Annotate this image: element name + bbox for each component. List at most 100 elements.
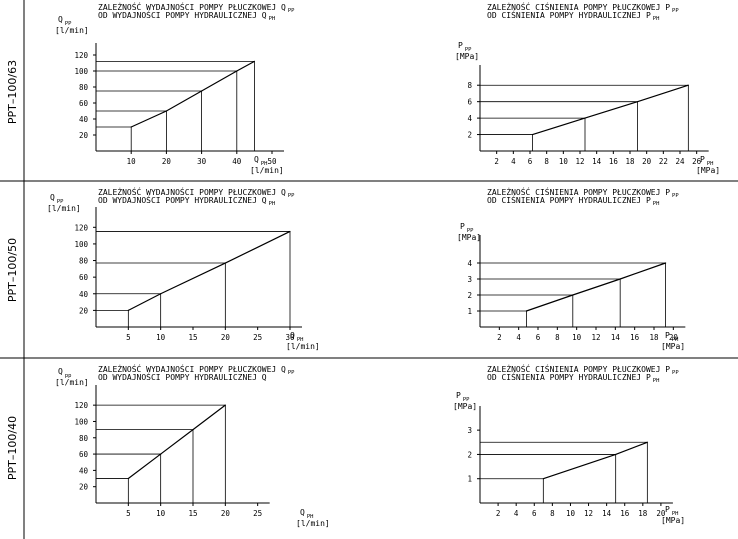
chart-title-line: OD CIŚNIENIA POMPY HYDRAULICZNEJ P PH — [487, 371, 659, 384]
x-tick-label: 12 — [584, 509, 593, 518]
y-axis-unit: [l/min] — [55, 378, 89, 387]
chart-pressure-1: ZALEŻNOŚĆ CIŚNIENIA POMPY PŁUCZKOWEJ P PP… — [457, 186, 686, 351]
x-tick-label: 22 — [659, 157, 668, 166]
chart-title-line: ZALEŻNOŚĆ CIŚNIENIA POMPY PŁUCZKOWEJ P PP — [487, 186, 679, 199]
data-point — [224, 262, 226, 264]
y-tick-label: 60 — [79, 273, 89, 282]
x-tick-label: 26 — [692, 157, 702, 166]
x-tick-label: 6 — [528, 157, 533, 166]
y-tick-label: 60 — [79, 99, 89, 108]
series-line — [127, 404, 226, 480]
y-axis-unit: [MPa] — [457, 233, 481, 242]
x-tick-label: 15 — [188, 509, 197, 518]
x-tick-label: 10 — [559, 157, 569, 166]
data-point — [619, 278, 621, 280]
y-tick-label: 20 — [79, 483, 89, 492]
chart-pressure-2: ZALEŻNOŚĆ CIŚNIENIA POMPY PŁUCZKOWEJ P PP… — [453, 363, 685, 525]
x-tick-label: 18 — [638, 509, 648, 518]
x-tick-label: 10 — [156, 509, 166, 518]
x-tick-label: 4 — [514, 509, 519, 518]
chart-title-line: OD WYDAJNOŚCI POMPY HYDRAULICZNEJ Q — [98, 371, 267, 382]
chart-title-line: OD WYDAJNOŚCI POMPY HYDRAULICZNEJ Q PH — [98, 194, 275, 207]
y-tick-label: 20 — [79, 306, 89, 315]
data-point — [584, 117, 586, 119]
x-tick-label: 18 — [649, 333, 659, 342]
data-point — [224, 404, 226, 406]
y-tick-label: 40 — [79, 115, 89, 124]
x-tick-label: 6 — [536, 333, 541, 342]
y-tick-label: 100 — [74, 417, 88, 426]
y-tick-label: 40 — [79, 466, 89, 475]
model-label-ppt-100-50: PPT–100/50 — [6, 238, 19, 302]
x-tick-label: 25 — [253, 509, 262, 518]
y-tick-label: 2 — [467, 131, 472, 140]
data-point — [160, 293, 162, 295]
x-tick-label: 50 — [267, 157, 277, 166]
y-tick-label: 2 — [467, 291, 472, 300]
y-tick-label: 120 — [74, 51, 88, 60]
data-point — [646, 441, 648, 443]
x-tick-label: 2 — [497, 333, 502, 342]
x-tick-label: 20 — [221, 509, 231, 518]
y-tick-label: 8 — [467, 81, 472, 90]
x-tick-label: 12 — [575, 157, 584, 166]
x-tick-label: 24 — [675, 157, 685, 166]
data-point — [127, 309, 129, 311]
data-point — [636, 101, 639, 103]
x-tick-label: 8 — [544, 157, 549, 166]
y-tick-label: 80 — [79, 83, 89, 92]
data-point — [165, 110, 167, 112]
x-tick-label: 10 — [572, 333, 582, 342]
x-tick-label: 16 — [609, 157, 619, 166]
y-tick-label: 1 — [467, 307, 472, 316]
x-tick-label: 14 — [611, 333, 621, 342]
x-tick-label: 15 — [188, 333, 197, 342]
x-tick-label: 6 — [532, 509, 537, 518]
data-point — [531, 133, 534, 136]
chart-title-line: OD CIŚNIENIA POMPY HYDRAULICZNEJ P PH — [487, 9, 659, 22]
chart-pressure-0: ZALEŻNOŚĆ CIŚNIENIA POMPY PŁUCZKOWEJ P PP… — [455, 1, 720, 175]
x-tick-label: 8 — [550, 509, 555, 518]
data-point — [253, 60, 255, 63]
x-tick-label: 25 — [253, 333, 262, 342]
data-point — [192, 429, 194, 431]
x-tick-label: 14 — [592, 157, 602, 166]
data-point — [542, 478, 544, 480]
x-axis-unit: [MPa] — [696, 166, 720, 175]
y-tick-label: 40 — [79, 290, 89, 299]
x-tick-label: 40 — [232, 157, 242, 166]
model-label-ppt-100-40: PPT–100/40 — [6, 416, 19, 480]
data-point — [160, 453, 162, 455]
y-tick-label: 4 — [467, 114, 472, 123]
chart-title-line: ZALEŻNOŚĆ CIŚNIENIA POMPY PŁUCZKOWEJ P PP — [487, 1, 679, 14]
series-line — [128, 230, 291, 311]
series-line — [543, 441, 648, 480]
x-tick-label: 10 — [566, 509, 576, 518]
x-tick-label: 10 — [127, 157, 137, 166]
y-tick-label: 4 — [467, 259, 472, 268]
y-tick-label: 6 — [467, 98, 472, 107]
x-tick-label: 14 — [602, 509, 612, 518]
x-tick-label: 30 — [285, 333, 295, 342]
y-tick-label: 100 — [74, 67, 88, 76]
model-label-ppt-100-63: PPT–100/63 — [6, 60, 19, 124]
y-tick-label: 80 — [79, 257, 89, 266]
y-axis-unit: [MPa] — [453, 402, 477, 411]
x-tick-label: 20 — [669, 333, 679, 342]
y-tick-label: 1 — [467, 475, 472, 484]
y-axis-unit: [MPa] — [455, 52, 479, 61]
y-tick-label: 3 — [467, 275, 472, 284]
y-tick-label: 2 — [467, 450, 472, 459]
y-tick-label: 120 — [74, 223, 88, 232]
y-tick-label: 60 — [79, 450, 89, 459]
chart-title-line: OD CIŚNIENIA POMPY HYDRAULICZNEJ P PH — [487, 194, 659, 207]
x-tick-label: 12 — [591, 333, 600, 342]
data-point — [236, 70, 238, 72]
